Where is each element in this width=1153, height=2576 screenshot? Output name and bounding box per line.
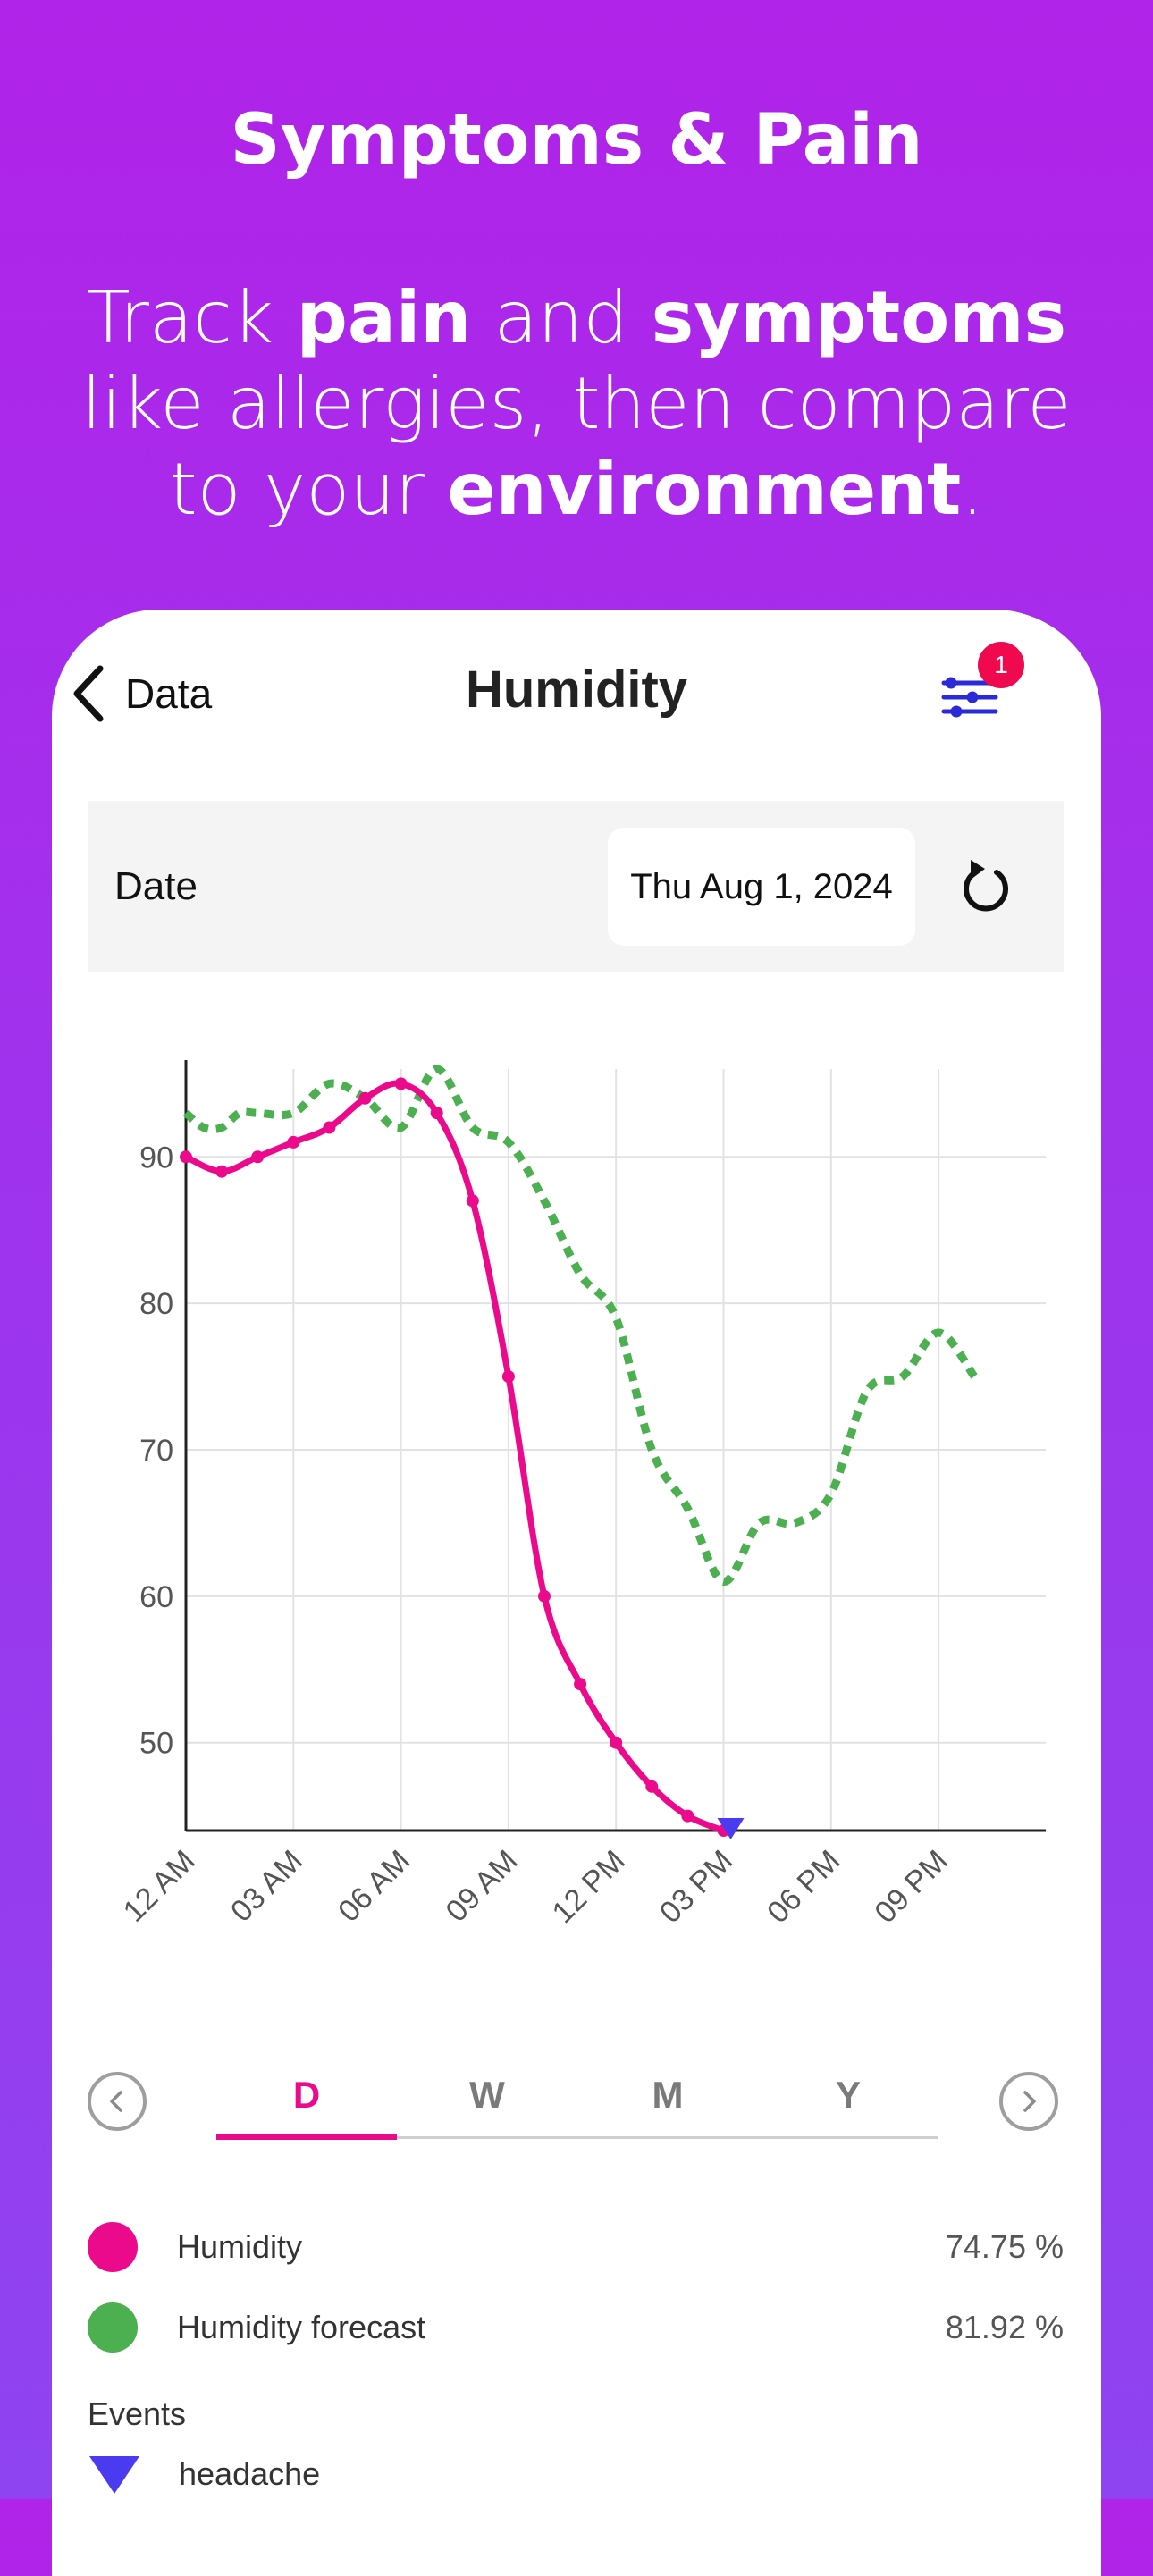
x-tick-label: 03 PM xyxy=(653,1844,739,1930)
y-tick-label: 50 xyxy=(139,1727,173,1761)
back-button[interactable]: Data xyxy=(70,665,212,722)
x-tick-label: 09 PM xyxy=(868,1844,954,1930)
back-button-label: Data xyxy=(125,670,213,717)
chevron-left-icon xyxy=(73,665,104,722)
promo-subtitle: Track pain and symptoms like allergies, … xyxy=(0,275,1153,533)
x-tick-label: 03 AM xyxy=(224,1844,309,1929)
tabs-underline xyxy=(216,2136,938,2139)
x-tick-label: 06 PM xyxy=(761,1844,846,1930)
event-item-headache: headache xyxy=(88,2447,624,2501)
humidity-legend-dot xyxy=(88,2222,138,2272)
reset-date-button[interactable] xyxy=(946,847,1026,928)
filter-count-badge: 1 xyxy=(978,642,1024,688)
promo-sub-text: Track xyxy=(86,276,297,359)
previous-period-button[interactable] xyxy=(88,2072,147,2131)
event-marker-headache xyxy=(717,1818,745,1839)
humidity-point xyxy=(394,1077,408,1090)
filter-button[interactable]: 1 xyxy=(937,642,1035,731)
humidity-point xyxy=(466,1194,479,1208)
humidity-point xyxy=(358,1091,372,1105)
y-tick-label: 90 xyxy=(139,1141,173,1174)
range-tabs: D W M Y xyxy=(52,2058,1101,2156)
active-tab-indicator xyxy=(216,2134,397,2140)
tab-week[interactable]: W xyxy=(469,2074,505,2116)
tab-day[interactable]: D xyxy=(292,2074,321,2116)
legend-label: Humidity xyxy=(177,2228,303,2265)
humidity-point xyxy=(645,1780,659,1793)
humidity-point xyxy=(287,1135,300,1149)
promo-title: Symptoms & Pain xyxy=(230,100,923,181)
legend-label: Humidity forecast xyxy=(177,2309,426,2345)
phone-screen-card: Data Humidity 1 Date Thu Aug 1, 2024 50 6… xyxy=(52,610,1101,2576)
y-tick-label: 70 xyxy=(139,1434,173,1468)
humidity-point xyxy=(323,1121,336,1134)
humidity-point xyxy=(501,1370,515,1384)
humidity-point xyxy=(180,1150,192,1164)
sliders-icon xyxy=(941,677,998,718)
events-heading: Events xyxy=(88,2395,187,2432)
promo-sub-bold: environment xyxy=(447,448,962,531)
x-tick-label: 12 PM xyxy=(546,1844,632,1930)
promo-sub-text: like allergies, then compare xyxy=(81,362,1072,445)
refresh-icon xyxy=(964,860,1008,912)
promo-sub-bold: symptoms xyxy=(651,276,1067,359)
promo-sub-text: . xyxy=(961,448,984,531)
x-tick-label: 12 AM xyxy=(117,1844,202,1929)
promo-sub-bold: pain xyxy=(296,276,472,359)
y-tick-label: 60 xyxy=(139,1580,173,1614)
humidity-point xyxy=(538,1589,551,1603)
date-row: Date Thu Aug 1, 2024 xyxy=(88,801,1064,972)
legend-value: 74.75 % xyxy=(945,2228,1064,2265)
chart-svg: 50 60 70 80 90 12 AM 03 AM 06 AM 09 AM 12 PM 03 PM… xyxy=(117,1060,1046,1930)
humidity-point xyxy=(574,1678,587,1691)
promo-sub-text: to your xyxy=(169,448,448,531)
chevron-right-icon xyxy=(1023,2091,1036,2112)
x-tick-label: 06 AM xyxy=(332,1844,417,1929)
legend-value: 81.92 % xyxy=(945,2309,1064,2345)
legend-item-humidity: Humidity 74.75 % xyxy=(88,2220,1064,2274)
forecast-line xyxy=(183,1065,978,1586)
date-picker[interactable]: Thu Aug 1, 2024 xyxy=(608,828,915,946)
humidity-point xyxy=(251,1150,265,1164)
promo-sub-text: and xyxy=(471,276,652,359)
event-triangle-icon xyxy=(89,2456,139,2494)
event-label: headache xyxy=(179,2455,321,2492)
tab-year[interactable]: Y xyxy=(835,2074,861,2116)
humidity-point xyxy=(681,1809,694,1823)
date-label: Date xyxy=(114,864,198,908)
tab-month[interactable]: M xyxy=(652,2074,684,2116)
humidity-line xyxy=(182,1080,727,1834)
forecast-legend-dot xyxy=(88,2302,138,2353)
next-period-button[interactable] xyxy=(999,2072,1058,2131)
chevron-left-icon xyxy=(110,2091,122,2112)
x-tick-label: 09 AM xyxy=(440,1844,525,1929)
humidity-point xyxy=(215,1165,229,1178)
humidity-point xyxy=(610,1736,623,1749)
y-tick-label: 80 xyxy=(139,1287,173,1321)
legend-item-humidity-forecast: Humidity forecast 81.92 % xyxy=(88,2301,1064,2354)
humidity-point xyxy=(430,1107,443,1120)
